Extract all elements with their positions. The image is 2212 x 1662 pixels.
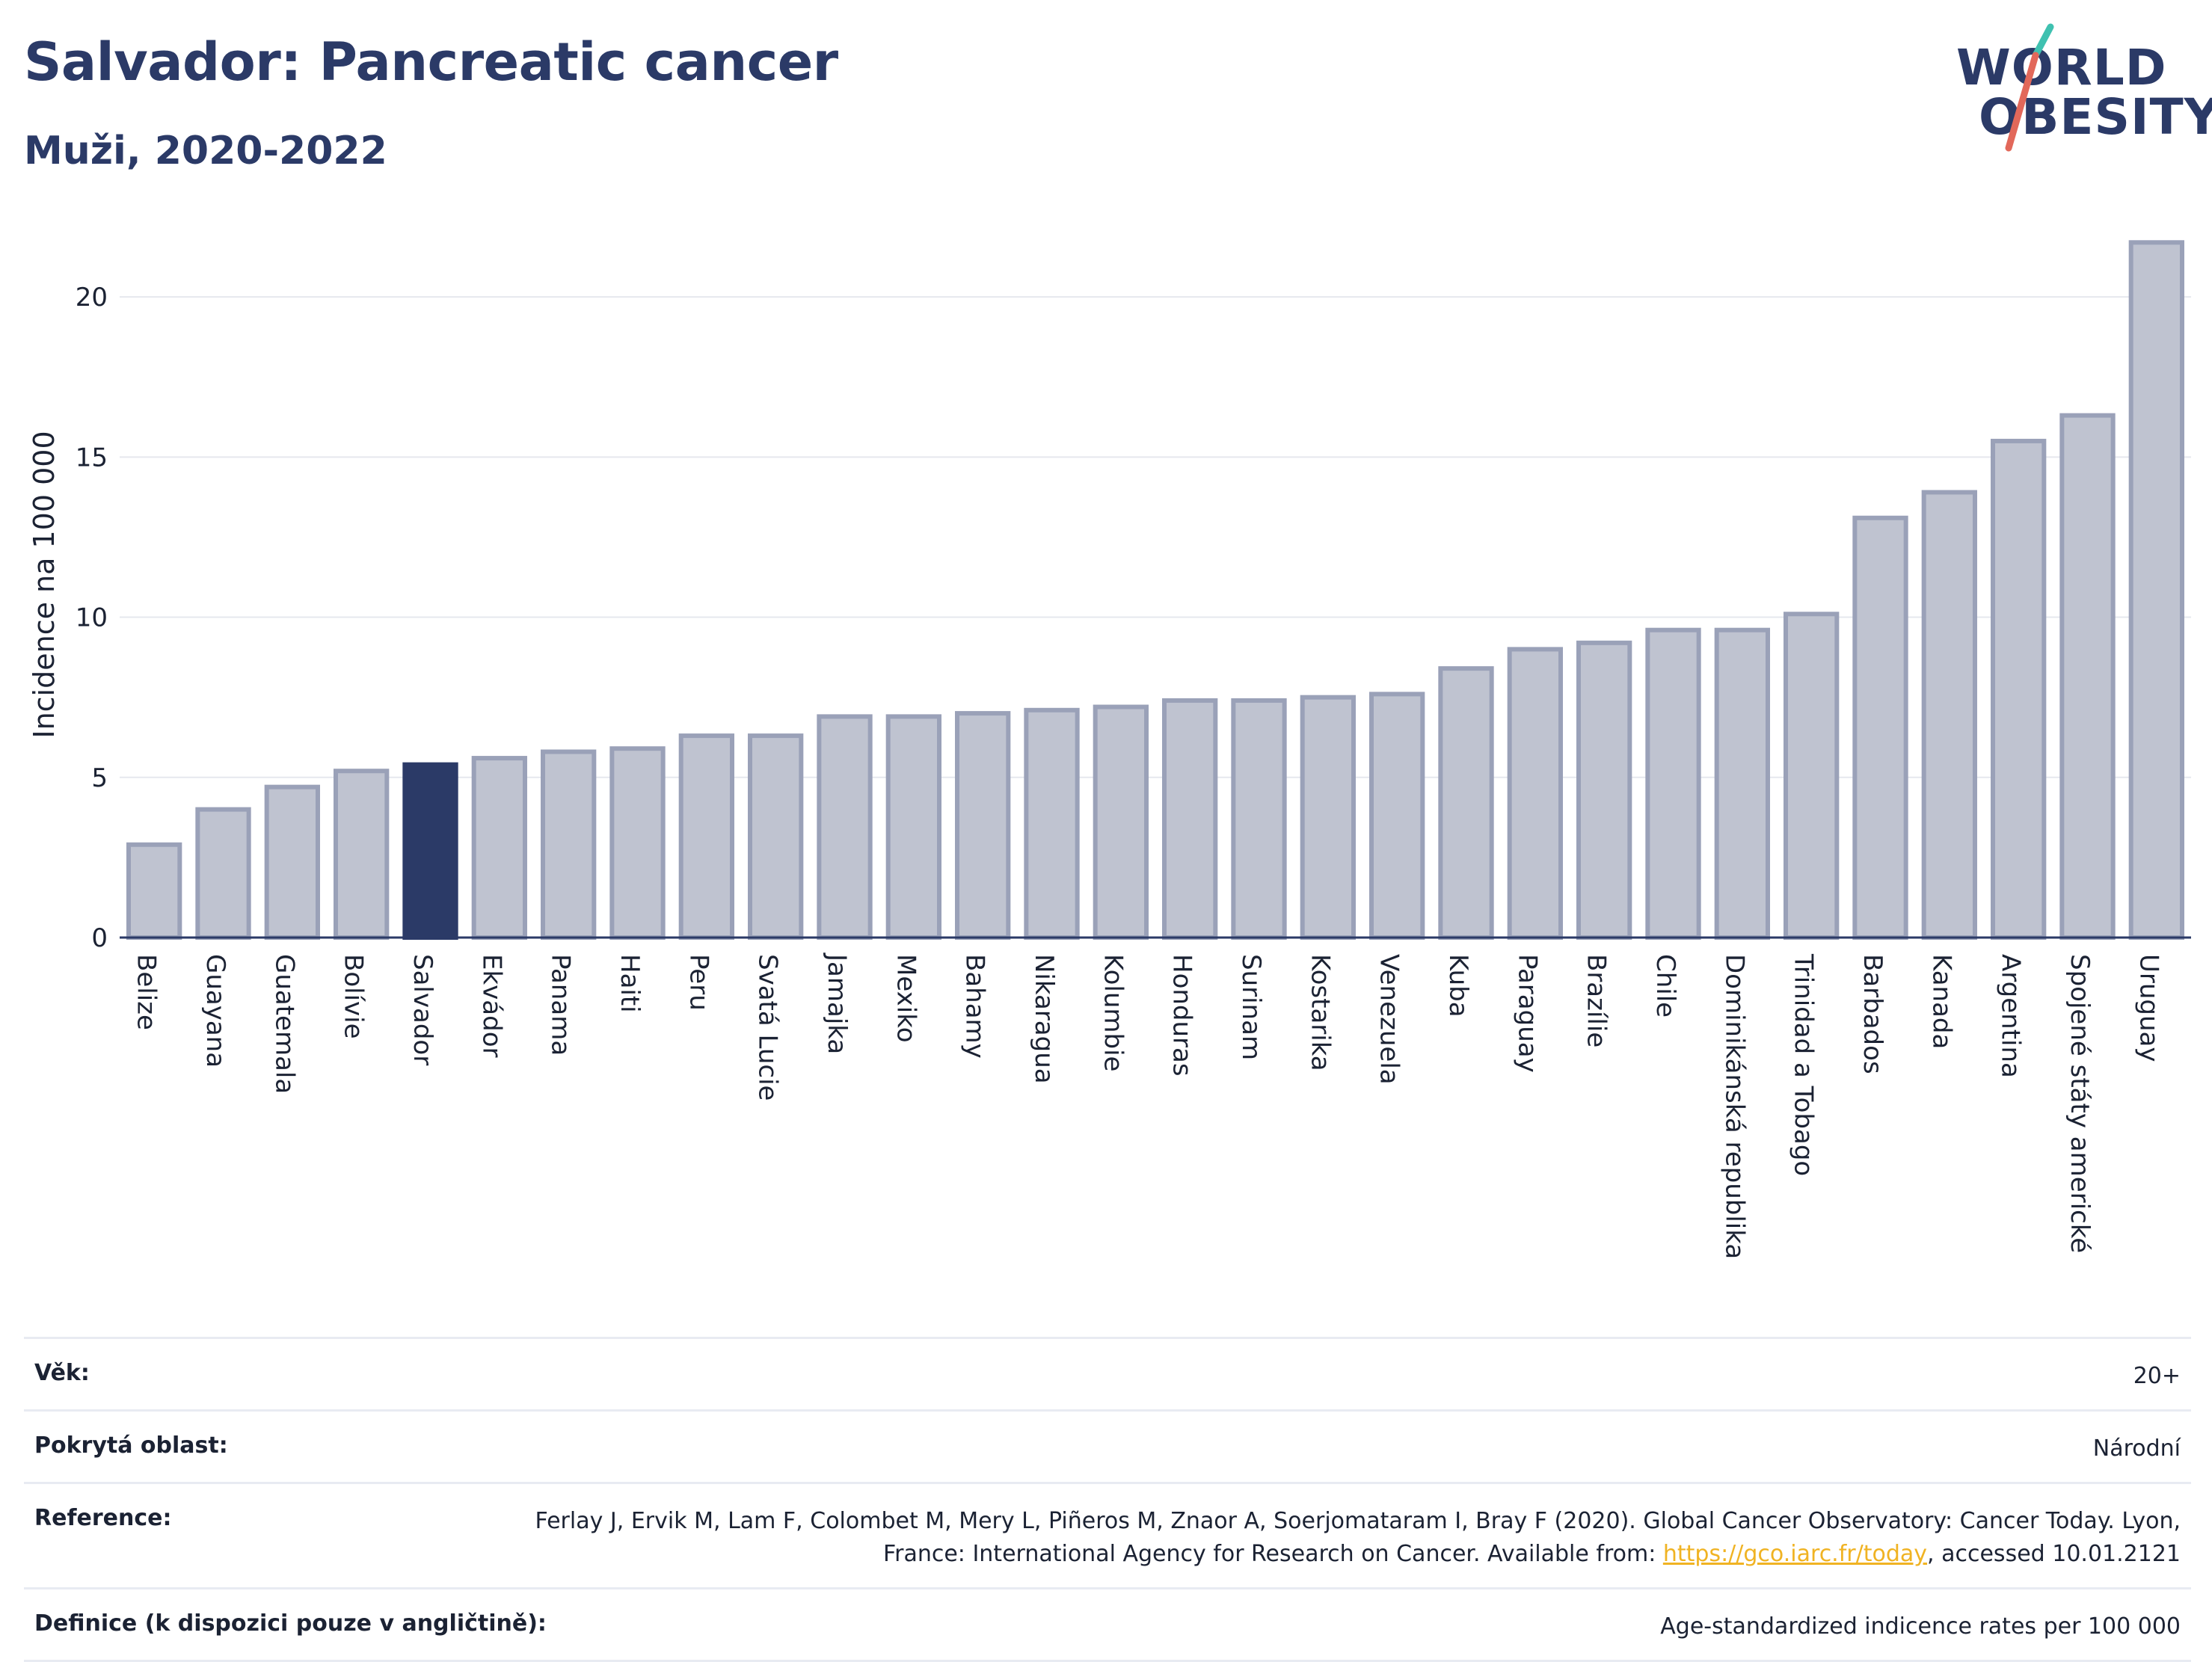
y-tick-label: 15: [76, 443, 108, 473]
x-tick-label: Uruguay: [2133, 954, 2163, 1062]
y-axis-label: Incidence na 100 000: [28, 431, 61, 738]
bar-mexiko: [885, 714, 941, 941]
x-tick-label: Paraguay: [1512, 954, 1542, 1073]
y-tick-label: 0: [91, 923, 108, 953]
x-tick-label: Panama: [546, 954, 576, 1056]
meta-reference-label: Reference:: [34, 1505, 172, 1531]
meta-row-reference: Reference: Ferlay J, Ervik M, Lam F, Col…: [24, 1482, 2191, 1587]
bar-salvador: [402, 762, 458, 941]
x-tick-label: Guatemala: [269, 954, 299, 1094]
world-obesity-logo: WORLD OBESITY: [1944, 22, 2212, 157]
bar-honduras: [1162, 698, 1218, 940]
page-title: Salvador: Pancreatic cancer: [24, 31, 838, 93]
meta-definition-value: Age-standardized indicence rates per 100…: [1660, 1613, 2181, 1640]
bar-guatemala: [264, 784, 320, 940]
x-tick-label: Jamajka: [822, 952, 852, 1054]
reference-link[interactable]: https://gco.iarc.fr/today: [1662, 1541, 1928, 1567]
logo-slash-icon: [2005, 23, 2054, 152]
meta-area-value: Národní: [2092, 1435, 2181, 1462]
x-tick-label: Kuba: [1443, 954, 1473, 1018]
bar-kolumbie: [1093, 704, 1149, 941]
x-tick-label: Belize: [132, 954, 162, 1030]
bar-argentina: [1991, 438, 2047, 940]
x-tick-label: Venezuela: [1374, 954, 1404, 1085]
bar-haiti: [609, 746, 666, 940]
reference-suffix: , accessed 10.01.2121: [1927, 1541, 2181, 1567]
bar-chart: 0 5 10 15 20 Belize Guayana Guatemala Bolívie Sa…: [28, 240, 2191, 1259]
x-tick-label: Barbados: [1858, 954, 1887, 1074]
x-tick-label: Kanada: [1926, 954, 1956, 1049]
bar-peru: [678, 733, 734, 941]
x-tick-label: Chile: [1650, 954, 1680, 1018]
y-tick-labels: 0 5 10 15 20: [76, 283, 108, 953]
x-tick-label: Ekvádor: [476, 954, 506, 1058]
x-tick-label: Guayana: [200, 954, 230, 1068]
x-tick-label: Brazílie: [1582, 954, 1612, 1047]
meta-age-label: Věk:: [34, 1360, 90, 1386]
meta-reference-value: Ferlay J, Ervik M, Lam F, Colombet M, Me…: [461, 1505, 2181, 1571]
x-tick-label: Mexiko: [891, 954, 921, 1043]
bar-guayana: [195, 807, 251, 940]
logo-line-1: WORLD: [1956, 39, 2167, 96]
y-tick-label: 5: [91, 763, 108, 793]
x-tick-label: Salvador: [408, 954, 437, 1065]
y-tick-label: 10: [76, 603, 108, 633]
meta-row-age: Věk: 20+: [24, 1337, 2191, 1409]
x-tick-label: Bahamy: [960, 954, 990, 1059]
bars: [126, 240, 2184, 941]
bar-kuba: [1438, 666, 1494, 941]
bar-kanada: [1921, 490, 1977, 940]
bar-uruguay: [2128, 240, 2184, 940]
bar-panama: [541, 749, 597, 940]
bar-surinam: [1231, 698, 1287, 940]
x-tick-label: Argentina: [1996, 954, 2026, 1078]
bar-nikaragua: [1024, 707, 1080, 940]
bar-brazílie: [1576, 640, 1632, 940]
x-tick-label: Svatá Lucie: [753, 954, 783, 1101]
meta-age-value: 20+: [2133, 1363, 2181, 1389]
x-tick-label: Surinam: [1236, 954, 1266, 1060]
bar-paraguay: [1507, 647, 1563, 941]
bar-trinidad-a-tobago: [1784, 612, 1840, 940]
bar-bolívie: [334, 769, 390, 940]
x-tick-label: Honduras: [1167, 954, 1197, 1077]
bar-svatá-lucie: [748, 733, 804, 941]
page-subtitle: Muži, 2020-2022: [24, 129, 387, 173]
x-tick-label: Peru: [683, 954, 713, 1011]
meta-area-label: Pokrytá oblast:: [34, 1432, 228, 1459]
bar-spojené-státy-americké: [2059, 413, 2116, 940]
bar-belize: [126, 842, 182, 940]
y-tick-label: 20: [76, 283, 108, 313]
metadata-table: Věk: 20+ Pokrytá oblast: Národní Referen…: [24, 1337, 2191, 1662]
x-tick-label: Spojené státy americké: [2065, 954, 2095, 1253]
x-tick-label: Bolívie: [339, 954, 369, 1039]
x-tick-label: Trinidad a Tobago: [1789, 953, 1819, 1176]
bar-jamajka: [817, 714, 873, 941]
x-tick-label: Kostarika: [1305, 954, 1335, 1071]
bar-barbados: [1852, 515, 1908, 940]
bar-dominikánská-republika: [1714, 627, 1770, 941]
bar-ekvádor: [471, 756, 527, 940]
meta-row-area: Pokrytá oblast: Národní: [24, 1409, 2191, 1482]
x-tick-label: Dominikánská republika: [1719, 954, 1749, 1259]
bar-chile: [1645, 627, 1701, 941]
x-tick-label: Nikaragua: [1029, 954, 1059, 1084]
bar-bahamy: [955, 711, 1011, 940]
meta-definition-label: Definice (k dispozici pouze v angličtině…: [34, 1610, 547, 1637]
bar-venezuela: [1369, 692, 1425, 940]
x-tick-label: Haiti: [615, 954, 645, 1013]
meta-row-definition: Definice (k dispozici pouze v angličtině…: [24, 1587, 2191, 1662]
reference-text: Ferlay J, Ervik M, Lam F, Colombet M, Me…: [535, 1508, 2181, 1567]
bar-kostarika: [1300, 695, 1356, 941]
x-tick-label: Kolumbie: [1098, 954, 1128, 1071]
x-tick-labels: Belize Guayana Guatemala Bolívie Salvador Ekv…: [132, 952, 2164, 1259]
